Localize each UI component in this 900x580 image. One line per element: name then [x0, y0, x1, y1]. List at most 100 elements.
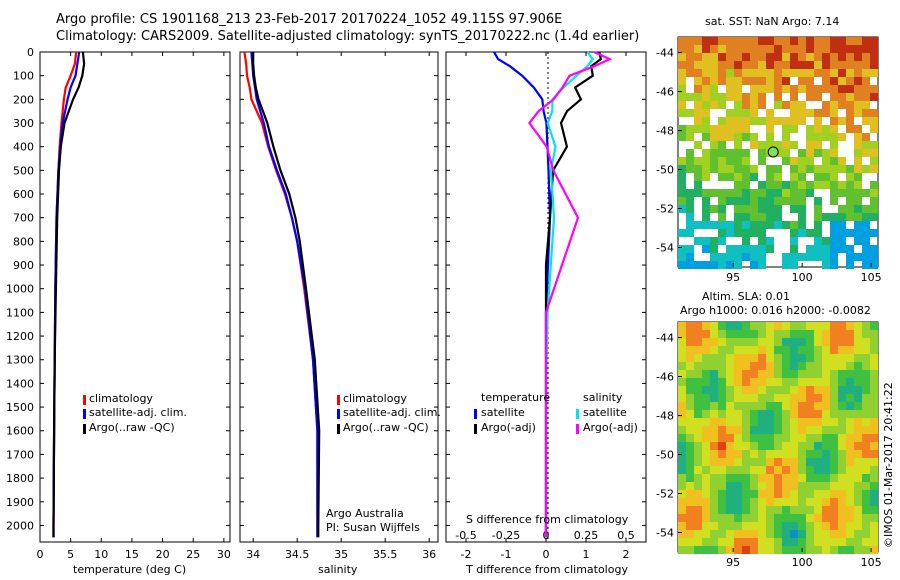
sla-cell — [734, 522, 742, 530]
sst-cell — [846, 253, 854, 261]
sst-cell — [742, 181, 750, 189]
sla-cell — [734, 498, 742, 506]
sst-cell — [862, 61, 870, 69]
sla-cell — [854, 378, 862, 386]
sla-cell — [758, 346, 766, 354]
sla-cell — [742, 490, 750, 498]
sla-cell — [870, 346, 878, 354]
sla-cell — [846, 538, 854, 546]
sst-cell — [846, 229, 854, 237]
sla-cell — [734, 362, 742, 370]
sst-cell — [798, 165, 806, 173]
sla-cell — [854, 426, 862, 434]
sla-cell — [686, 402, 694, 410]
sla-cell — [678, 546, 686, 554]
sst-cell — [814, 221, 822, 229]
sst-cell — [806, 69, 814, 77]
sst-cell — [838, 93, 846, 101]
sst-cell — [830, 149, 838, 157]
sst-cell — [790, 245, 798, 253]
sst-cell — [790, 37, 798, 45]
sla-cell — [734, 370, 742, 378]
sst-cell — [790, 93, 798, 101]
sla-cell — [742, 522, 750, 530]
legend-swatch-climatology — [337, 395, 340, 405]
sla-cell — [718, 386, 726, 394]
sla-cell — [710, 410, 718, 418]
sst-cell — [750, 37, 758, 45]
sla-cell — [854, 522, 862, 530]
depth-tick-label: 1500 — [6, 401, 34, 414]
sla-cell — [718, 466, 726, 474]
sst-cell — [854, 157, 862, 165]
sla-cell — [750, 450, 758, 458]
sst-cell — [830, 221, 838, 229]
sst-cell — [718, 205, 726, 213]
sst-cell — [862, 85, 870, 93]
sst-cell — [678, 101, 686, 109]
sst-cell — [790, 141, 798, 149]
sla-cell — [782, 330, 790, 338]
sst-cell — [830, 173, 838, 181]
sst-cell — [846, 181, 854, 189]
sla-cell — [718, 514, 726, 522]
lon-tick-label: 95 — [726, 556, 740, 569]
sst-cell — [726, 61, 734, 69]
sla-cell — [798, 474, 806, 482]
sst-cell — [830, 165, 838, 173]
sst-cell — [846, 45, 854, 53]
sla-cell — [774, 386, 782, 394]
sst-cell — [678, 133, 686, 141]
sla-cell — [742, 386, 750, 394]
sla-cell — [678, 394, 686, 402]
sst-cell — [742, 133, 750, 141]
sla-cell — [830, 370, 838, 378]
sst-cell — [806, 157, 814, 165]
sla-cell — [742, 402, 750, 410]
sst-cell — [774, 45, 782, 53]
sla-cell — [806, 522, 814, 530]
sla-cell — [710, 418, 718, 426]
sla-cell — [782, 442, 790, 450]
sst-cell — [734, 85, 742, 93]
sla-cell — [806, 394, 814, 402]
sst-cell — [798, 85, 806, 93]
sst-cell — [694, 117, 702, 125]
sla-cell — [838, 458, 846, 466]
sla-cell — [726, 506, 734, 514]
sst-cell — [766, 197, 774, 205]
sst-cell — [854, 93, 862, 101]
sla-cell — [742, 378, 750, 386]
sst-cell — [726, 165, 734, 173]
sst-cell — [782, 221, 790, 229]
sst-cell — [838, 245, 846, 253]
sst-cell — [854, 109, 862, 117]
sla-cell — [790, 418, 798, 426]
sla-cell — [766, 490, 774, 498]
sst-cell — [750, 53, 758, 61]
sst-cell — [782, 197, 790, 205]
sla-cell — [678, 330, 686, 338]
sst-cell — [718, 141, 726, 149]
depth-tick-label: 1900 — [6, 496, 34, 509]
sst-cell — [774, 205, 782, 213]
lat-tick-label: -54 — [656, 242, 674, 255]
sla-cell — [830, 466, 838, 474]
sst-cell — [694, 61, 702, 69]
sla-cell — [702, 530, 710, 538]
sla-cell — [782, 514, 790, 522]
sst-cell — [838, 77, 846, 85]
sla-cell — [686, 362, 694, 370]
sst-cell — [694, 85, 702, 93]
sst-cell — [838, 53, 846, 61]
sla-cell — [830, 514, 838, 522]
sla-cell — [710, 514, 718, 522]
sla-cell — [694, 338, 702, 346]
sla-cell — [830, 506, 838, 514]
x-axes: 0 5 10 15 20 25 30 34 34.5 35 35.5 36 -2 -1 0 1 2 -0.5 -0.… — [37, 52, 635, 561]
sla-cell — [710, 330, 718, 338]
sla-cell — [806, 330, 814, 338]
sla-cell — [734, 426, 742, 434]
sla-cell — [750, 458, 758, 466]
sst-cell — [718, 61, 726, 69]
